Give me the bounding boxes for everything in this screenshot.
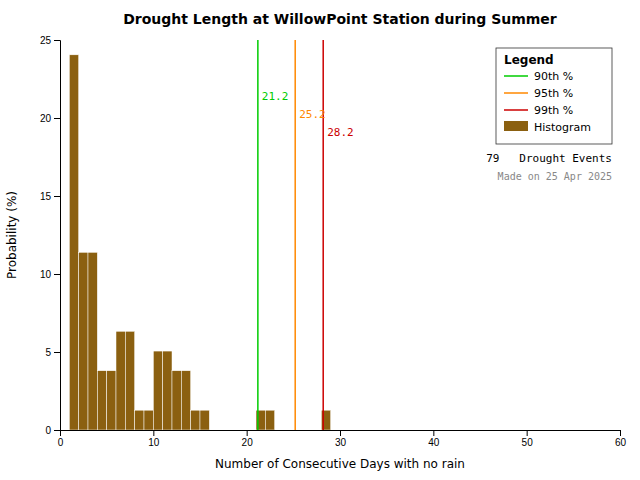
tick: 30 <box>335 430 347 448</box>
axis-line <box>54 41 61 431</box>
tick-label: 25 <box>40 35 52 46</box>
bar <box>284 430 293 431</box>
tick-mark <box>54 196 60 197</box>
tick: 20 <box>242 430 254 448</box>
bar <box>331 430 340 431</box>
tick-label: 10 <box>148 437 160 448</box>
tick: 20 <box>40 113 60 124</box>
tick: 10 <box>40 269 60 280</box>
tick-mark <box>153 430 154 436</box>
bar <box>69 55 78 430</box>
legend-label: 90th % <box>534 70 573 83</box>
bar <box>88 252 97 430</box>
legend-title: Legend <box>504 53 554 67</box>
legend-label: Histogram <box>534 121 591 134</box>
tick-label: 40 <box>428 437 440 448</box>
legend-swatch <box>504 92 528 94</box>
tick-label: 20 <box>40 113 52 124</box>
tick-mark <box>247 430 248 436</box>
bar <box>275 430 284 431</box>
legend: Legend 90th % 95th % 99th % Histogram <box>496 48 612 144</box>
axis-line <box>61 431 621 437</box>
percentile-line <box>322 40 324 430</box>
tick-mark <box>54 40 60 41</box>
tick-label: 50 <box>522 437 534 448</box>
x-axis-title: Number of Consecutive Days with no rain <box>215 457 465 471</box>
percentile-labels: 21.2 25.228.2 <box>262 90 354 139</box>
chart: 0 10 20 30 40 50 60 0 5 10 15 20 25 21.2 25.228.2 Legen… <box>0 0 640 480</box>
tick-mark <box>54 352 60 353</box>
bar <box>79 252 88 430</box>
annotation: 79 Drought Events <box>486 152 612 165</box>
bar <box>163 351 172 430</box>
marks <box>69 40 330 430</box>
x-axis: 0 10 20 30 40 50 60 <box>58 430 627 448</box>
tick: 50 <box>522 430 534 448</box>
tick-mark <box>54 430 60 431</box>
bar <box>200 410 209 430</box>
tick-label: 20 <box>242 437 254 448</box>
tick: 25 <box>40 35 60 46</box>
bar <box>303 430 312 431</box>
bar <box>247 430 256 431</box>
tick: 40 <box>428 430 440 448</box>
percentile-line <box>257 40 259 430</box>
bar <box>144 410 153 430</box>
tick-label: 60 <box>615 437 627 448</box>
bar <box>153 351 162 430</box>
y-axis: 0 5 10 15 20 25 <box>40 35 61 436</box>
bar <box>228 430 237 431</box>
percentile-line <box>294 40 296 430</box>
percentile-label: 21.2 <box>262 90 289 103</box>
tick-label: 15 <box>40 191 52 202</box>
tick-mark <box>620 430 621 436</box>
legend-swatch <box>504 109 528 111</box>
legend-swatch <box>504 75 528 77</box>
legend-swatch <box>504 121 528 131</box>
legend-label: 95th % <box>534 87 573 100</box>
bar <box>97 371 106 430</box>
bar <box>125 331 134 430</box>
bar <box>107 371 116 430</box>
tick-mark <box>54 274 60 275</box>
tick: 0 <box>58 430 64 448</box>
tick-mark <box>54 118 60 119</box>
bar <box>219 430 228 431</box>
bar <box>181 371 190 430</box>
bar <box>191 410 200 430</box>
bar <box>340 430 349 431</box>
bar <box>172 371 181 430</box>
histogram <box>69 55 330 430</box>
tick-mark <box>527 430 528 436</box>
tick-mark <box>340 430 341 436</box>
annotation: Made on 25 Apr 2025 <box>498 171 612 182</box>
percentile-label: 28.2 <box>327 126 354 139</box>
tick-label: 30 <box>335 437 347 448</box>
tick-label: 0 <box>45 425 51 436</box>
bar <box>209 430 218 431</box>
legend-label: 99th % <box>534 104 573 117</box>
title: Drought Length at WillowPoint Station du… <box>123 11 557 27</box>
tick: 15 <box>40 191 60 202</box>
bar <box>135 410 144 430</box>
tick-label: 0 <box>58 437 64 448</box>
bar <box>237 430 246 431</box>
bar <box>265 410 274 430</box>
tick: 10 <box>148 430 160 448</box>
tick: 5 <box>45 347 60 358</box>
legend-box <box>496 48 612 144</box>
bar <box>312 430 321 431</box>
tick: 0 <box>45 425 60 436</box>
tick-mark <box>433 430 434 436</box>
plot: 0 10 20 30 40 50 60 0 5 10 15 20 25 21.2 25.228.2 Legen… <box>40 35 627 448</box>
y-axis-title: Probability (%) <box>5 191 19 279</box>
tick-label: 10 <box>40 269 52 280</box>
tick: 60 <box>615 430 627 448</box>
percentile-label: 25.2 <box>299 108 326 121</box>
bar <box>116 331 125 430</box>
tick-label: 5 <box>45 347 51 358</box>
